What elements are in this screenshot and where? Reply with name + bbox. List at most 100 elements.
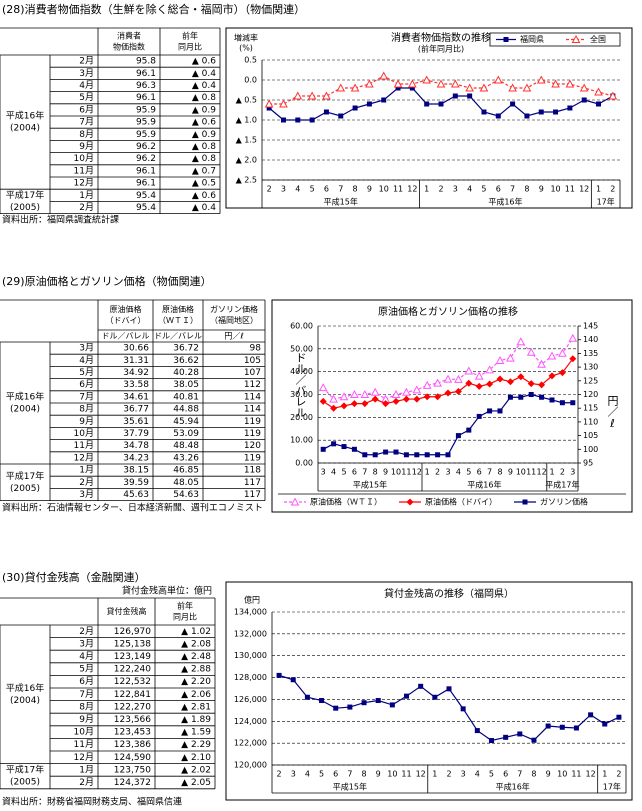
y-tick-label: 40.00 xyxy=(290,367,313,376)
data-point xyxy=(559,724,565,730)
chart-title: 消費者物価指数の推移 xyxy=(391,31,491,44)
table-cell: 123,453 xyxy=(114,728,151,738)
data-point xyxy=(382,400,390,408)
x-group-label: 17年 xyxy=(603,782,621,792)
y-tick-label: 10.00 xyxy=(290,436,313,445)
table-month: 10月 xyxy=(74,727,94,738)
data-point xyxy=(452,93,458,99)
table-cell: 45.63 xyxy=(123,490,149,500)
x-tick-label: 11 xyxy=(565,185,575,194)
data-point xyxy=(616,714,622,720)
table-cell: ▲ 0.7 xyxy=(192,166,216,176)
table-month: 1月 xyxy=(79,465,94,476)
table-cell: ▲ 0.4 xyxy=(192,81,216,91)
data-point xyxy=(559,400,565,406)
data-point xyxy=(516,337,526,346)
y-axis-label: (%) xyxy=(239,44,253,53)
data-point xyxy=(372,452,378,458)
data-point xyxy=(454,388,462,396)
table-month: 5月 xyxy=(79,664,94,675)
x-tick-label: 2 xyxy=(616,770,621,779)
x-group-label: 平成16年 xyxy=(488,197,522,207)
data-point xyxy=(403,452,409,458)
table-month: 9月 xyxy=(79,416,94,427)
x-tick-label: 8 xyxy=(353,185,358,194)
table-month: 6月 xyxy=(79,676,94,687)
table-header: 貸付金残高 xyxy=(107,606,147,616)
table-header: （ドバイ） xyxy=(106,316,146,325)
data-point xyxy=(290,677,296,683)
data-point xyxy=(466,427,472,433)
data-point xyxy=(522,83,532,92)
y-tick-label: 100 xyxy=(583,445,598,454)
data-point xyxy=(531,737,537,743)
data-point xyxy=(423,393,431,401)
table-month: 12月 xyxy=(74,452,94,463)
data-point xyxy=(366,101,372,107)
table-cell: ▲ 1.89 xyxy=(181,715,211,725)
x-tick-label: 2 xyxy=(610,185,615,194)
data-point xyxy=(413,395,421,403)
data-point xyxy=(391,389,401,398)
y-tick-label: 50.00 xyxy=(290,344,313,353)
data-point xyxy=(548,372,556,380)
y-tick-label: 128,000 xyxy=(234,673,267,682)
data-point xyxy=(347,704,353,710)
table-month: 2月 xyxy=(79,626,94,637)
table-month: 3月 xyxy=(79,489,94,500)
y-tick-label: ▲ 2.0 xyxy=(236,156,257,165)
y-tick-label: 145 xyxy=(583,322,598,331)
data-point xyxy=(330,404,338,412)
table-month: 4月 xyxy=(79,355,94,366)
data-point xyxy=(565,79,575,88)
table-cell: 95.9 xyxy=(136,105,156,115)
y-tick-label: 110 xyxy=(583,417,598,426)
x-tick-label: 4 xyxy=(467,185,472,194)
data-point xyxy=(365,79,374,88)
table-header: 前年 xyxy=(182,31,198,41)
x-tick-label: 7 xyxy=(347,770,352,779)
table-group: (2005) xyxy=(10,203,40,213)
x-group-label: 平成17年 xyxy=(545,480,579,490)
table-group: 平成16年 xyxy=(6,110,44,122)
x-tick-label: 1 xyxy=(596,185,601,194)
table-unit: ドル／バレル xyxy=(154,332,202,341)
table-cell: 124,590 xyxy=(114,753,151,763)
data-point xyxy=(558,348,567,357)
legend-marker xyxy=(571,34,581,43)
x-tick-label: 2 xyxy=(267,185,272,194)
data-point xyxy=(536,75,546,84)
x-tick-label: 6 xyxy=(496,185,501,194)
data-point xyxy=(524,113,530,119)
data-point xyxy=(266,105,272,111)
table-cell: 53.09 xyxy=(173,429,199,439)
table-cell: ▲ 2.88 xyxy=(181,665,211,675)
table-header: （ＷＴＩ） xyxy=(158,316,198,325)
data-point xyxy=(361,400,369,408)
chart-title: 貸付金残高の推移（福岡県） xyxy=(384,587,514,600)
x-tick-label: 12 xyxy=(407,185,417,194)
x-tick-label: 2 xyxy=(438,185,443,194)
data-point xyxy=(381,97,387,103)
table-month: 1月 xyxy=(79,764,94,775)
data-point xyxy=(476,413,482,419)
data-point xyxy=(264,99,274,108)
table-group: 平成17年 xyxy=(6,470,44,482)
y-tick-label: 132,000 xyxy=(234,629,267,638)
data-point xyxy=(481,109,487,115)
data-point xyxy=(495,355,505,365)
y2-axis-label: 円／ℓ xyxy=(606,395,619,430)
x-tick-label: 7 xyxy=(517,770,522,779)
table-cell: 112 xyxy=(244,380,261,390)
data-point xyxy=(570,400,576,406)
table-cell: 95.4 xyxy=(136,203,156,213)
chart-subtitle: (前年同月比) xyxy=(418,44,464,54)
table-cell: 119 xyxy=(244,453,261,463)
data-point xyxy=(537,359,546,368)
table-month: 10月 xyxy=(74,153,94,164)
table-cell: 34.92 xyxy=(123,368,149,378)
data-point xyxy=(573,725,579,731)
table-month: 6月 xyxy=(79,379,94,390)
table-cell: 96.1 xyxy=(136,166,156,176)
table-month: 5月 xyxy=(79,367,94,378)
